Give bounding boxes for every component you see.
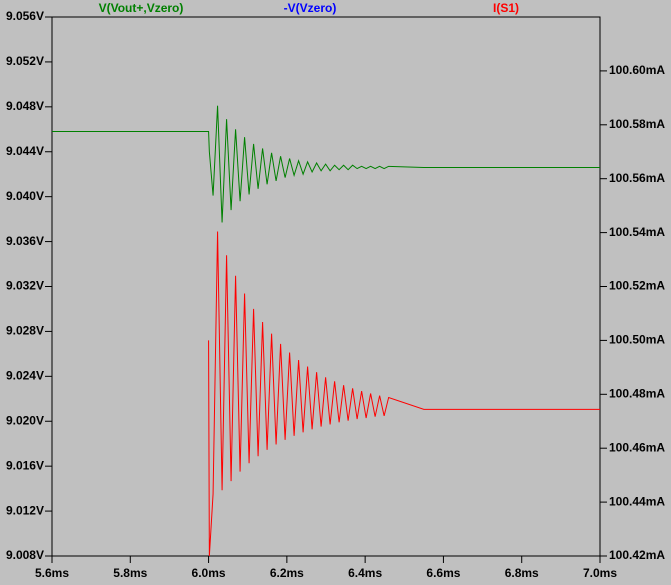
y-tick-label: 9.032V (6, 279, 44, 293)
y2-tick-label: 100.50mA (609, 333, 665, 347)
legend-label: I(S1) (493, 1, 519, 15)
y2-tick-label: 100.60mA (609, 63, 665, 77)
x-tick-label: 6.4ms (348, 566, 382, 580)
y2-tick-label: 100.52mA (609, 279, 665, 293)
y2-tick-label: 100.56mA (609, 171, 665, 185)
y-tick-label: 9.040V (6, 189, 44, 203)
legend-label: V(Vout+,Vzero) (99, 1, 184, 15)
y2-tick-label: 100.44mA (609, 494, 665, 508)
y2-tick-label: 100.46mA (609, 440, 665, 454)
y-tick-label: 9.024V (6, 369, 44, 383)
y-tick-label: 9.028V (6, 324, 44, 338)
series-line (52, 105, 600, 223)
y-tick-label: 9.052V (6, 54, 44, 68)
y2-tick-label: 100.58mA (609, 117, 665, 131)
y-tick-label: 9.020V (6, 413, 44, 427)
x-tick-label: 7.0ms (583, 566, 617, 580)
y2-tick-label: 100.48mA (609, 386, 665, 400)
y-tick-label: 9.008V (6, 548, 44, 562)
y-tick-label: 9.056V (6, 9, 44, 23)
y-tick-label: 9.012V (6, 503, 44, 517)
x-tick-label: 5.6ms (35, 566, 69, 580)
y-tick-label: 9.016V (6, 458, 44, 472)
x-tick-label: 5.8ms (113, 566, 147, 580)
y2-tick-label: 100.42mA (609, 548, 665, 562)
plot-area (51, 16, 601, 557)
y-tick-label: 9.044V (6, 144, 44, 158)
series-line (208, 231, 600, 557)
x-tick-label: 6.2ms (270, 566, 304, 580)
x-tick-label: 6.6ms (426, 566, 460, 580)
legend-label: -V(Vzero) (284, 1, 337, 15)
y-tick-label: 9.036V (6, 234, 44, 248)
x-tick-label: 6.0ms (192, 566, 226, 580)
y2-tick-label: 100.54mA (609, 225, 665, 239)
y-tick-label: 9.048V (6, 99, 44, 113)
x-tick-label: 6.8ms (505, 566, 539, 580)
